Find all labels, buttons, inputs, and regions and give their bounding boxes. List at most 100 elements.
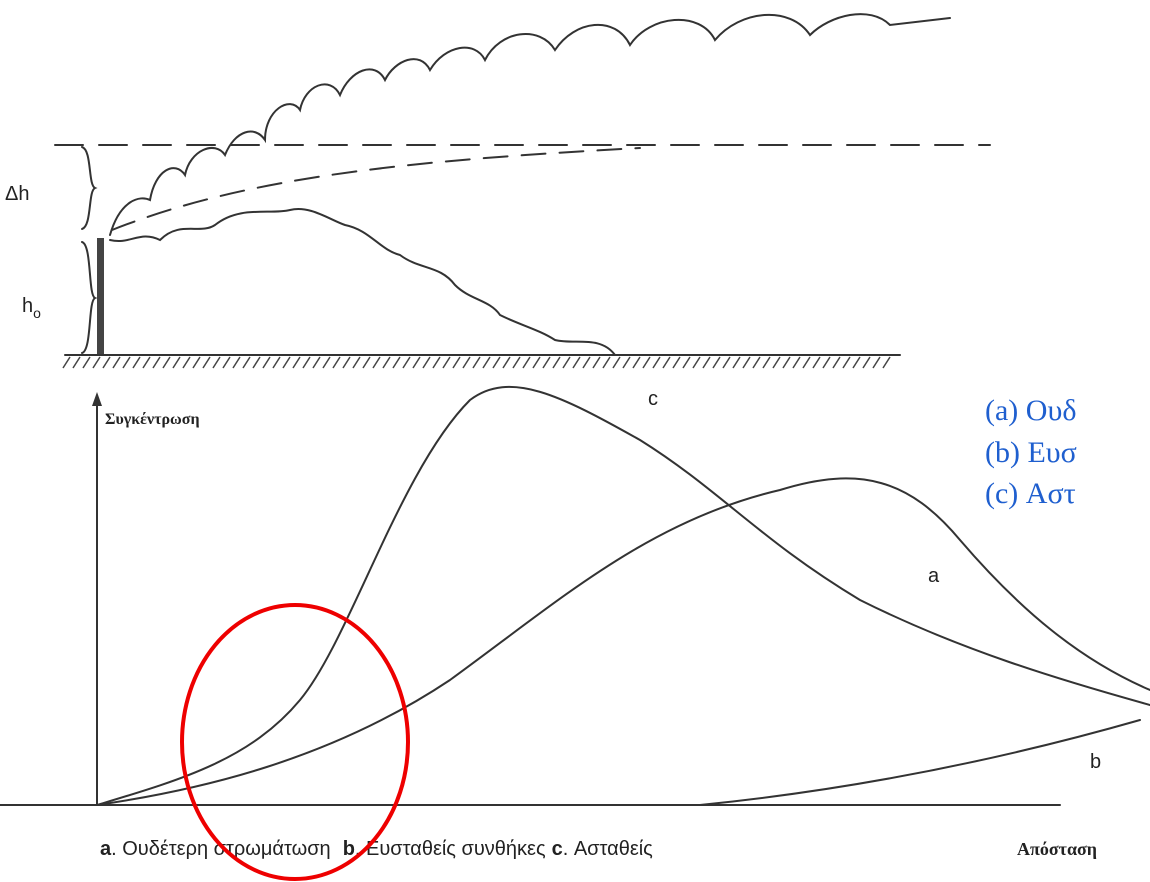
h0-main: h xyxy=(22,295,33,317)
hatch-mark xyxy=(182,356,191,369)
caption-text: . Ουδέτερη στρωμάτωση xyxy=(111,838,331,860)
hatch-mark xyxy=(302,356,311,369)
curve-b-label: b xyxy=(1090,751,1101,773)
hatch-mark xyxy=(472,356,481,369)
hatch-mark xyxy=(202,356,211,369)
plume-lower-edge xyxy=(109,208,616,356)
hatch-mark xyxy=(312,356,321,369)
hatch-mark xyxy=(712,356,721,369)
hatch-mark xyxy=(242,356,251,369)
hatch-mark xyxy=(432,356,441,369)
hatch-mark xyxy=(212,356,221,369)
hatch-mark xyxy=(482,356,491,369)
hatch-mark xyxy=(392,356,401,369)
hatch-mark xyxy=(802,356,811,369)
legend-item: (b) Ευσ xyxy=(985,436,1077,469)
hatch-mark xyxy=(492,356,501,369)
hatch-mark xyxy=(602,356,611,369)
hatch-mark xyxy=(442,356,451,369)
hatch-mark xyxy=(72,356,81,369)
hatch-mark xyxy=(192,356,201,369)
hatch-mark xyxy=(262,356,271,369)
hatch-mark xyxy=(162,356,171,369)
curve-c-label: c xyxy=(648,388,658,410)
curve-c xyxy=(96,386,1150,806)
plume-upper-edge xyxy=(109,13,951,236)
hatch-mark xyxy=(222,356,231,369)
hatch-mark xyxy=(662,356,671,369)
hatch-mark xyxy=(782,356,791,369)
curve-a xyxy=(96,477,1150,806)
hatch-mark xyxy=(682,356,691,369)
hatch-mark xyxy=(672,356,681,369)
hatch-mark xyxy=(452,356,461,369)
hatch-mark xyxy=(692,356,701,369)
y-axis-label: Συγκέντρωση xyxy=(105,411,200,428)
hatch-mark xyxy=(642,356,651,369)
hatch-mark xyxy=(292,356,301,369)
plume-centerline xyxy=(111,147,641,231)
hatch-mark xyxy=(832,356,841,369)
hatch-mark xyxy=(122,356,131,369)
hatch-mark xyxy=(592,356,601,369)
legend-item: (a) Ουδ xyxy=(985,394,1076,427)
hatch-mark xyxy=(702,356,711,369)
stack xyxy=(97,238,104,355)
caption-key: a xyxy=(100,838,112,860)
hatch-mark xyxy=(772,356,781,369)
hatch-mark xyxy=(172,356,181,369)
hatch-mark xyxy=(822,356,831,369)
legend-item: (c) Αστ xyxy=(985,477,1076,510)
hatch-mark xyxy=(382,356,391,369)
highlight-ellipse xyxy=(180,603,410,881)
hatch-mark xyxy=(572,356,581,369)
caption-text: . Ασταθείς xyxy=(563,838,653,860)
hatch-mark xyxy=(852,356,861,369)
hatch-mark xyxy=(842,356,851,369)
x-axis-label: Απόσταση xyxy=(1017,839,1097,859)
hatch-mark xyxy=(862,356,871,369)
hatch-mark xyxy=(532,356,541,369)
hatch-mark xyxy=(622,356,631,369)
hatch-mark xyxy=(562,356,571,369)
hatch-mark xyxy=(322,356,331,369)
brace-h0 xyxy=(81,241,98,354)
hatch-mark xyxy=(722,356,731,369)
hatch-mark xyxy=(352,356,361,369)
hatch-mark xyxy=(542,356,551,369)
hatch-mark xyxy=(632,356,641,369)
curve-b xyxy=(699,719,1141,806)
hatch-mark xyxy=(62,356,71,369)
blue-legend: (a) Ουδ (b) Ευσ (c) Αστ xyxy=(985,394,1077,510)
hatch-mark xyxy=(552,356,561,369)
hatch-mark xyxy=(402,356,411,369)
hatch-mark xyxy=(92,356,101,369)
hatch-mark xyxy=(272,356,281,369)
hatch-mark xyxy=(522,356,531,369)
h0-sub: o xyxy=(33,305,41,321)
caption-key: b xyxy=(343,838,355,860)
hatch-mark xyxy=(232,356,241,369)
hatch-mark xyxy=(882,356,891,369)
hatch-mark xyxy=(362,356,371,369)
hatch-mark xyxy=(102,356,111,369)
hatch-mark xyxy=(812,356,821,369)
hatch-mark xyxy=(462,356,471,369)
brace-delta-h xyxy=(81,146,98,230)
hatch-mark xyxy=(612,356,621,369)
hatch-mark xyxy=(412,356,421,369)
hatch-mark xyxy=(762,356,771,369)
y-axis-arrow xyxy=(92,392,102,406)
hatch-mark xyxy=(252,356,261,369)
hatch-mark xyxy=(752,356,761,369)
hatch-mark xyxy=(132,356,141,369)
hatch-mark xyxy=(422,356,431,369)
hatch-mark xyxy=(792,356,801,369)
caption-text: . Ευσταθείς συνθήκες xyxy=(355,838,546,860)
hatch-mark xyxy=(872,356,881,369)
hatch-mark xyxy=(732,356,741,369)
delta-h-label: Δh xyxy=(5,183,29,205)
ground-hatching xyxy=(62,356,891,369)
hatch-mark xyxy=(582,356,591,369)
